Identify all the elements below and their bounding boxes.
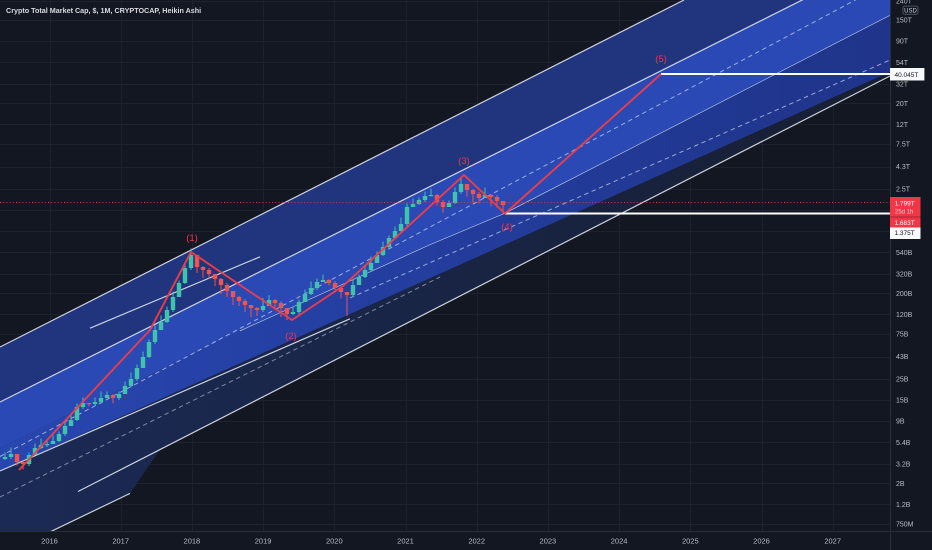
- svg-text:540B: 540B: [896, 250, 913, 257]
- svg-text:(5): (5): [655, 54, 667, 65]
- svg-text:(3): (3): [458, 156, 470, 167]
- svg-text:20T: 20T: [896, 101, 909, 108]
- svg-text:Crypto Total Market Cap, $, 1M: Crypto Total Market Cap, $, 1M, CRYPTOCA…: [6, 6, 201, 15]
- svg-text:120B: 120B: [896, 312, 913, 319]
- svg-text:750M: 750M: [896, 521, 914, 528]
- svg-text:1.799T: 1.799T: [895, 200, 915, 207]
- svg-text:(1): (1): [186, 233, 198, 244]
- svg-text:1.375T: 1.375T: [895, 230, 915, 237]
- svg-text:15B: 15B: [896, 398, 909, 405]
- svg-text:90T: 90T: [896, 39, 909, 46]
- svg-text:2024: 2024: [611, 537, 628, 546]
- svg-text:2017: 2017: [112, 537, 129, 546]
- svg-text:2.5T: 2.5T: [896, 187, 911, 194]
- svg-text:4.3T: 4.3T: [896, 164, 911, 171]
- svg-text:150T: 150T: [896, 18, 913, 25]
- svg-text:2025: 2025: [682, 537, 699, 546]
- svg-text:1.2B: 1.2B: [896, 502, 911, 509]
- svg-text:2020: 2020: [326, 537, 343, 546]
- svg-text:43B: 43B: [896, 354, 909, 361]
- svg-text:3.2B: 3.2B: [896, 461, 911, 468]
- svg-text:2022: 2022: [468, 537, 485, 546]
- svg-text:2021: 2021: [397, 537, 414, 546]
- svg-text:2023: 2023: [540, 537, 557, 546]
- svg-text:(2): (2): [285, 331, 297, 342]
- svg-text:2016: 2016: [41, 537, 58, 546]
- svg-text:40.045T: 40.045T: [895, 72, 919, 79]
- svg-text:5.4B: 5.4B: [896, 440, 911, 447]
- svg-text:32T: 32T: [896, 81, 909, 88]
- svg-text:75B: 75B: [896, 331, 909, 338]
- svg-text:25d 1h: 25d 1h: [895, 210, 913, 216]
- svg-text:USD: USD: [904, 9, 917, 15]
- svg-text:7.5T: 7.5T: [896, 141, 911, 148]
- svg-text:12T: 12T: [896, 122, 909, 129]
- svg-text:9B: 9B: [896, 419, 905, 426]
- svg-text:2019: 2019: [255, 537, 272, 546]
- svg-text:2018: 2018: [184, 537, 201, 546]
- svg-text:2026: 2026: [753, 537, 770, 546]
- svg-text:320B: 320B: [896, 271, 913, 278]
- svg-text:(4): (4): [501, 222, 513, 233]
- svg-text:240T: 240T: [896, 0, 913, 5]
- svg-text:25B: 25B: [896, 377, 909, 384]
- svg-text:54T: 54T: [896, 60, 909, 67]
- svg-text:1.683T: 1.683T: [895, 220, 915, 227]
- svg-text:2027: 2027: [824, 537, 841, 546]
- svg-text:2B: 2B: [896, 481, 905, 488]
- svg-text:200B: 200B: [896, 291, 913, 298]
